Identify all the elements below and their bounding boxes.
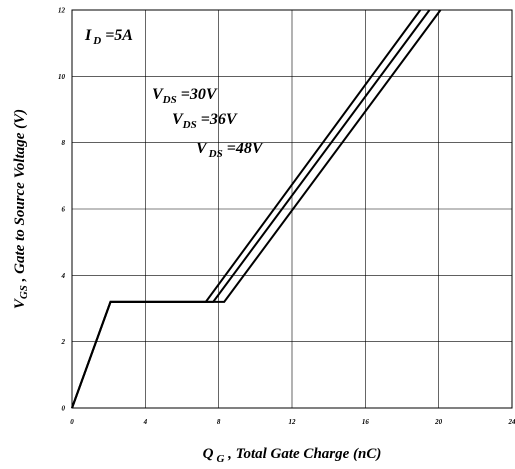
x-tick-label: 24 [508,418,515,426]
annotation-vds36: VDS =36V [172,111,238,131]
x-tick-label: 20 [434,418,443,426]
x-tick-label: 0 [70,418,74,426]
y-tick-label: 2 [61,338,66,346]
annotation-vds30: VDS =30V [152,86,218,106]
y-axis-title: VGS , Gate to Source Voltage (V) [12,109,30,309]
y-tick-label: 6 [62,206,66,214]
grid-lines [71,9,513,409]
series-lines [71,9,442,409]
x-tick-label: 8 [217,418,221,426]
y-tick-label: 8 [62,139,66,147]
x-tick-labels: 0 4 8 12 16 20 24 [70,418,515,426]
y-tick-label: 12 [58,7,66,15]
series-line-2 [71,9,442,409]
y-tick-label: 0 [62,405,66,413]
x-tick-label: 16 [362,418,370,426]
y-tick-labels: 0 2 4 6 8 10 12 [58,7,66,413]
annotation-vds48: V DS =48V [196,140,264,160]
y-tick-label: 4 [61,272,66,280]
x-tick-label: 4 [143,418,148,426]
y-tick-label: 10 [58,73,66,81]
x-tick-label: 12 [289,418,297,426]
